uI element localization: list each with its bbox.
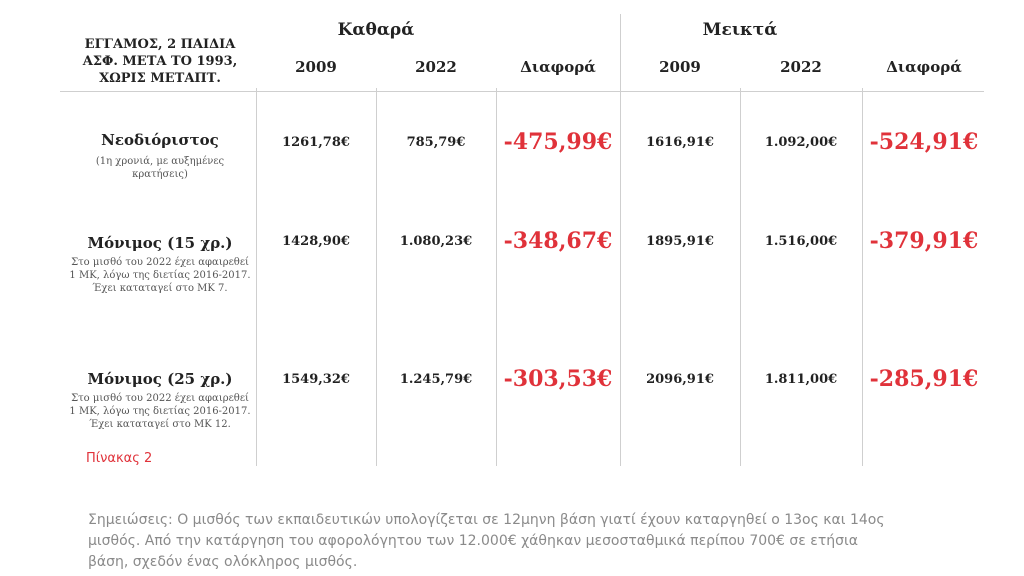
row-note-line: Στο μισθό του 2022 έχει αφαιρεθεί <box>71 257 249 268</box>
col-header-gross-2022: 2022 <box>780 58 822 76</box>
cell-r3-net-2022: 1.245,79€ <box>399 372 473 387</box>
footnote-line-1: Σημειώσεις: Ο μισθός των εκπαιδευτικών υ… <box>88 512 885 528</box>
cell-r3-gross-2022: 1.811,00€ <box>764 372 838 387</box>
grid-vline-2 <box>376 88 377 466</box>
row-note-line: Έχει καταταγεί στο ΜΚ 7. <box>92 283 228 294</box>
cell-r2-net-diff: -348,67€ <box>503 228 613 254</box>
row-note-line: 1 ΜΚ, λόγω της διετίας 2016-2017. <box>69 406 251 417</box>
cell-r2-gross-diff: -379,91€ <box>869 228 979 254</box>
col-header-gross-2009: 2009 <box>659 58 701 76</box>
cell-r2-net-2022: 1.080,23€ <box>399 234 473 249</box>
cell-r2-gross-2022: 1.516,00€ <box>764 234 838 249</box>
cell-r3-net-diff: -303,53€ <box>503 366 613 392</box>
col-header-gross-diff: Διαφορά <box>886 58 962 76</box>
row-title-new-appointee: Νεοδιόριστος <box>101 131 219 149</box>
col-header-net-2022: 2022 <box>415 58 457 76</box>
row-note-line: κρατήσεις) <box>132 169 188 180</box>
row-note-line: (1η χρονιά, με αυξημένες <box>95 156 225 167</box>
cell-r1-net-2022: 785,79€ <box>406 135 466 150</box>
row-note-permanent-15: Στο μισθό του 2022 έχει αφαιρεθεί 1 ΜΚ, … <box>60 256 260 295</box>
row-note-line: Στο μισθό του 2022 έχει αφαιρεθεί <box>71 393 249 404</box>
cell-r3-net-2009: 1549,32€ <box>282 372 350 387</box>
footnote-line-2: μισθός. Από την κατάργηση του αφορολόγητ… <box>88 533 859 549</box>
cell-r3-gross-diff: -285,91€ <box>869 366 979 392</box>
cell-r1-net-2009: 1261,78€ <box>282 135 350 150</box>
group-header-net: Καθαρά <box>337 20 415 40</box>
cell-r1-gross-2022: 1.092,00€ <box>764 135 838 150</box>
row-note-line: 1 ΜΚ, λόγω της διετίας 2016-2017. <box>69 270 251 281</box>
grid-hline-header <box>60 91 984 92</box>
corner-line-2: ΑΣΦ. ΜΕΤΑ ΤΟ 1993, <box>82 54 238 69</box>
row-note-line: Έχει καταταγεί στο ΜΚ 12. <box>89 419 231 430</box>
footnote-line-3: βάση, σχεδόν ένας ολόκληρος μισθός. <box>88 554 358 570</box>
cell-r1-gross-diff: -524,91€ <box>869 129 979 155</box>
row-title-permanent-15: Μόνιμος (15 χρ.) <box>87 234 233 252</box>
grid-vline-3 <box>496 88 497 466</box>
cell-r2-net-2009: 1428,90€ <box>282 234 350 249</box>
grid-vline-4 <box>620 14 621 466</box>
grid-vline-6 <box>862 88 863 466</box>
row-note-new-appointee: (1η χρονιά, με αυξημένες κρατήσεις) <box>60 155 260 181</box>
row-note-permanent-25: Στο μισθό του 2022 έχει αφαιρεθεί 1 ΜΚ, … <box>60 392 260 431</box>
table-caption: Πίνακας 2 <box>86 451 153 466</box>
col-header-net-2009: 2009 <box>295 58 337 76</box>
table-corner-label: ΕΓΓΑΜΟΣ, 2 ΠΑΙΔΙΑ ΑΣΦ. ΜΕΤΑ ΤΟ 1993, ΧΩΡ… <box>60 36 260 87</box>
corner-line-1: ΕΓΓΑΜΟΣ, 2 ΠΑΙΔΙΑ <box>84 37 236 52</box>
cell-r1-gross-2009: 1616,91€ <box>646 135 714 150</box>
footnotes: Σημειώσεις: Ο μισθός των εκπαιδευτικών υ… <box>88 510 988 573</box>
corner-line-3: ΧΩΡΙΣ ΜΕΤΑΠΤ. <box>99 71 221 86</box>
grid-vline-1 <box>256 88 257 466</box>
cell-r2-gross-2009: 1895,91€ <box>646 234 714 249</box>
cell-r3-gross-2009: 2096,91€ <box>646 372 714 387</box>
grid-vline-5 <box>740 88 741 466</box>
cell-r1-net-diff: -475,99€ <box>503 129 613 155</box>
row-title-permanent-25: Μόνιμος (25 χρ.) <box>87 370 233 388</box>
col-header-net-diff: Διαφορά <box>520 58 596 76</box>
group-header-gross: Μεικτά <box>702 20 778 40</box>
